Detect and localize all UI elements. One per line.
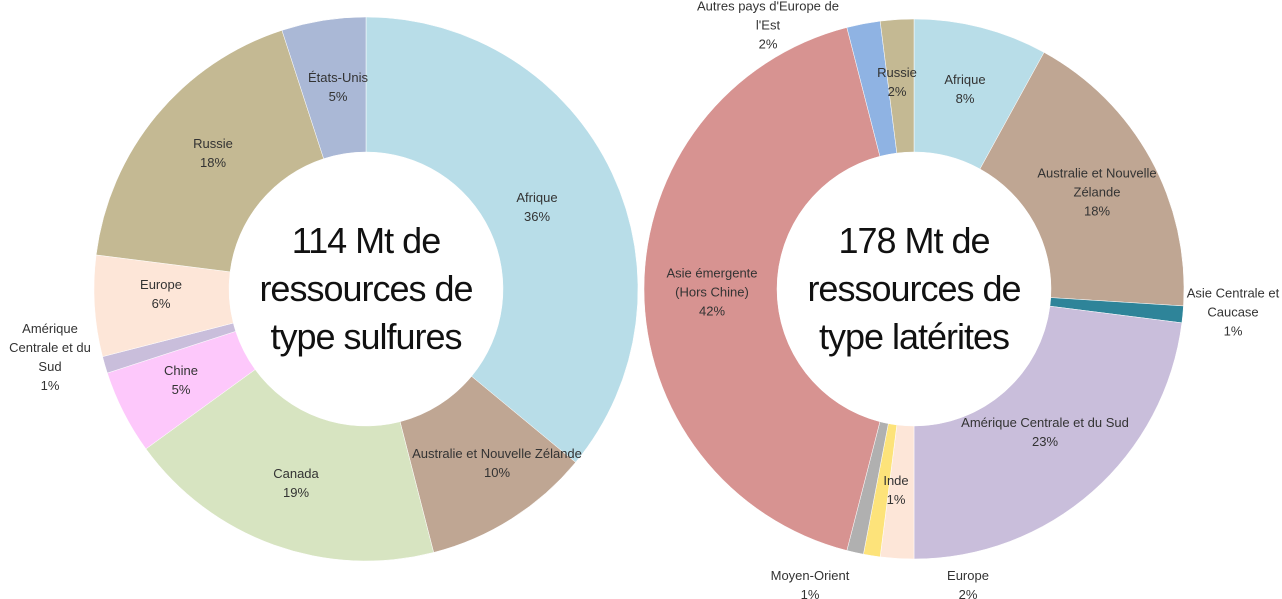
- category-name: Australie et Nouvelle Zélande: [412, 446, 582, 461]
- slice: [913, 305, 1183, 560]
- slice: [979, 52, 1185, 307]
- slice-label: Australie et Nouvelle Zélande 18%: [1032, 164, 1162, 221]
- value-label: 8%: [955, 91, 975, 106]
- slice-label: Canada 19%: [246, 464, 346, 502]
- category-name: Asie Centrale et Caucase: [1186, 285, 1280, 320]
- slice-label: Asie émergente (Hors Chine) 42%: [657, 264, 767, 321]
- value-label: 2%: [758, 36, 778, 52]
- value-label: 5%: [328, 89, 348, 104]
- slice-label: Europe 6%: [116, 275, 206, 313]
- value-label: 36%: [523, 209, 551, 224]
- value-label: 1%: [1223, 323, 1243, 339]
- category-name: Afrique: [944, 72, 986, 87]
- value-label: 1%: [886, 492, 906, 507]
- value-label: 6%: [151, 296, 171, 311]
- slice-label: Amérique Centrale et du Sud 1%: [5, 319, 95, 395]
- value-label: 18%: [199, 155, 227, 170]
- slice: [95, 29, 324, 273]
- slice-label: Afrique 8%: [920, 70, 1010, 108]
- category-name: Afrique: [516, 190, 558, 205]
- value-label: 1%: [800, 587, 820, 599]
- slice-label: Asie Centrale et Caucase 1%: [1183, 284, 1282, 341]
- category-name: Amérique Centrale et du Sud: [961, 415, 1129, 430]
- value-label: 2%: [958, 587, 978, 599]
- value-label: 2%: [887, 84, 907, 99]
- category-name: Autres pays d'Europe de l'Est: [697, 0, 839, 33]
- slice-label: États-Unis 5%: [293, 68, 383, 106]
- center-title: 114 Mt de ressources de type sulfures: [259, 220, 473, 357]
- slice-label: Europe 2%: [928, 566, 1008, 599]
- value-label: 10%: [483, 465, 511, 480]
- slice-label: Inde 1%: [876, 471, 916, 509]
- slice: [365, 16, 639, 463]
- category-name: Australie et Nouvelle Zélande: [1037, 165, 1157, 200]
- center-title: 178 Mt de ressources de type latérites: [807, 220, 1021, 357]
- category-name: Europe: [947, 568, 989, 583]
- category-name: Amérique Centrale et du Sud: [9, 321, 91, 374]
- category-name: Inde: [883, 473, 909, 488]
- slice: [281, 16, 367, 160]
- slice-label: Autres pays d'Europe de l'Est 2%: [688, 0, 848, 54]
- slice-label: Russie 18%: [168, 134, 258, 172]
- slice: [145, 369, 434, 562]
- category-name: Russie: [877, 65, 917, 80]
- value-label: 5%: [171, 382, 191, 397]
- value-label: 42%: [698, 303, 726, 319]
- slice-label: Amérique Centrale et du Sud 23%: [960, 413, 1130, 451]
- value-label: 18%: [1083, 203, 1111, 219]
- value-label: 23%: [1031, 434, 1059, 449]
- slice: [879, 18, 915, 154]
- category-name: Europe: [140, 277, 182, 292]
- slice-label: Moyen-Orient 1%: [760, 566, 860, 599]
- slice-label: Chine 5%: [136, 361, 226, 399]
- slice-label: Afrique 36%: [477, 188, 597, 226]
- value-label: 19%: [282, 485, 310, 500]
- slice-label: Australie et Nouvelle Zélande 10%: [412, 444, 582, 482]
- category-name: Canada: [273, 466, 319, 481]
- category-name: Russie: [193, 136, 233, 151]
- value-label: 1%: [40, 378, 60, 393]
- category-name: Asie émergente (Hors Chine): [666, 265, 758, 300]
- category-name: Moyen-Orient: [770, 568, 850, 583]
- category-name: États-Unis: [308, 70, 368, 85]
- slice-label: Russie 2%: [872, 63, 922, 101]
- category-name: Chine: [164, 363, 198, 378]
